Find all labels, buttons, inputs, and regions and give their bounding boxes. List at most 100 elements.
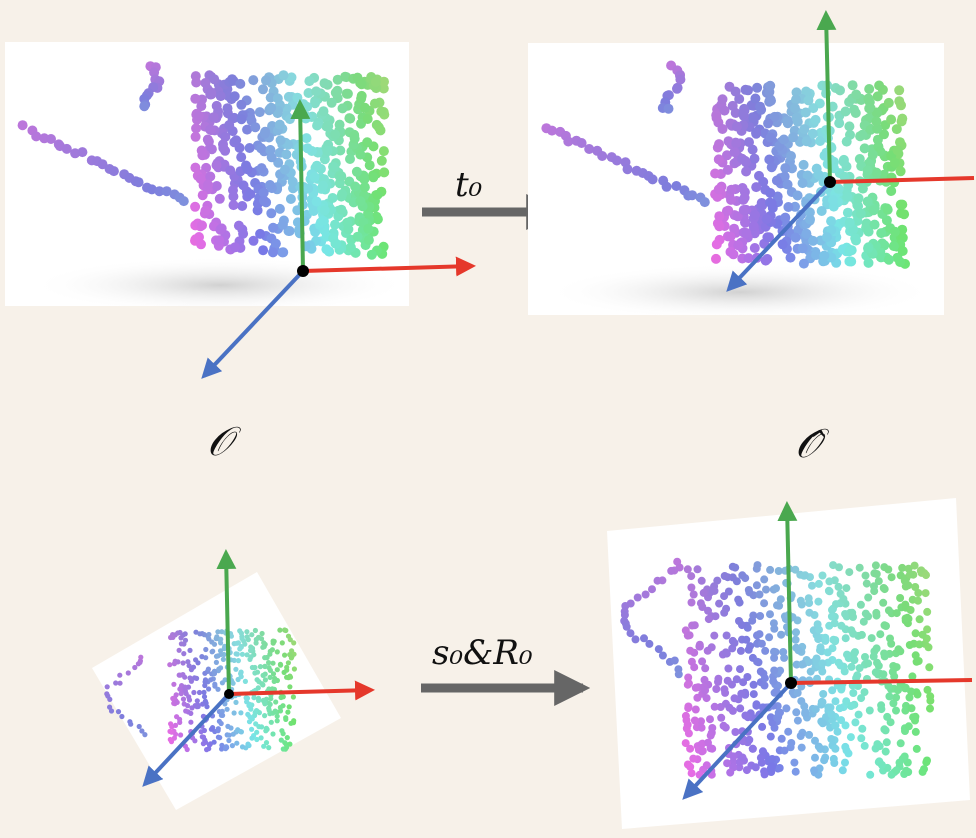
point bbox=[816, 646, 824, 655]
point bbox=[855, 208, 866, 219]
point bbox=[792, 708, 801, 717]
point bbox=[132, 664, 138, 671]
point bbox=[203, 179, 214, 190]
point bbox=[218, 712, 224, 718]
point bbox=[780, 746, 789, 755]
point bbox=[791, 767, 800, 776]
point bbox=[800, 571, 809, 580]
point bbox=[793, 716, 802, 725]
point bbox=[287, 684, 293, 690]
point bbox=[731, 138, 742, 149]
point bbox=[107, 696, 113, 703]
point bbox=[815, 136, 826, 146]
point bbox=[645, 639, 654, 648]
point bbox=[713, 154, 724, 165]
point bbox=[335, 145, 346, 156]
point bbox=[689, 590, 698, 599]
point bbox=[731, 563, 740, 572]
point bbox=[216, 666, 222, 672]
point bbox=[245, 711, 251, 718]
point bbox=[897, 246, 908, 256]
point bbox=[284, 114, 295, 125]
point bbox=[779, 171, 790, 182]
point bbox=[281, 149, 292, 160]
point bbox=[177, 672, 183, 678]
point bbox=[752, 564, 761, 573]
point bbox=[702, 761, 711, 770]
point bbox=[258, 735, 264, 741]
point bbox=[872, 91, 883, 102]
point bbox=[818, 571, 827, 580]
point bbox=[201, 689, 207, 696]
point bbox=[197, 220, 207, 231]
point bbox=[302, 101, 313, 112]
point bbox=[791, 94, 801, 105]
point bbox=[864, 659, 873, 668]
point bbox=[237, 201, 248, 211]
point bbox=[926, 704, 934, 713]
point bbox=[332, 74, 343, 85]
point bbox=[740, 217, 751, 228]
point bbox=[808, 103, 819, 114]
point bbox=[742, 766, 751, 775]
point bbox=[696, 599, 705, 608]
point bbox=[846, 256, 857, 267]
point bbox=[178, 691, 184, 697]
point bbox=[229, 91, 240, 102]
point bbox=[172, 722, 179, 729]
point bbox=[834, 582, 843, 591]
point bbox=[755, 630, 764, 639]
ground-shadow bbox=[545, 264, 935, 320]
point bbox=[720, 572, 729, 580]
point bbox=[790, 758, 799, 767]
point bbox=[753, 657, 762, 666]
point bbox=[168, 739, 175, 745]
point bbox=[707, 643, 716, 652]
point bbox=[770, 688, 779, 697]
point bbox=[911, 727, 920, 736]
point bbox=[857, 183, 868, 194]
point bbox=[274, 119, 285, 130]
point bbox=[837, 716, 846, 725]
point bbox=[766, 565, 775, 574]
point bbox=[775, 764, 784, 772]
point bbox=[272, 93, 283, 104]
point bbox=[857, 630, 866, 639]
point bbox=[231, 710, 237, 716]
point bbox=[285, 660, 291, 666]
point bbox=[842, 192, 853, 202]
point bbox=[323, 121, 334, 131]
point bbox=[687, 769, 696, 778]
point bbox=[791, 565, 800, 574]
point bbox=[859, 143, 870, 154]
point bbox=[895, 758, 904, 767]
point bbox=[667, 566, 676, 575]
point bbox=[862, 165, 873, 176]
point bbox=[777, 734, 786, 743]
point bbox=[699, 197, 710, 208]
point bbox=[263, 740, 270, 746]
point bbox=[267, 667, 273, 674]
point bbox=[359, 102, 370, 113]
point bbox=[214, 634, 220, 640]
point bbox=[839, 171, 850, 182]
point bbox=[766, 610, 774, 619]
point bbox=[798, 258, 809, 269]
point bbox=[897, 199, 908, 210]
point bbox=[174, 699, 180, 706]
point bbox=[826, 216, 837, 227]
point bbox=[725, 231, 736, 242]
point bbox=[749, 153, 760, 164]
point bbox=[926, 696, 935, 705]
point bbox=[359, 182, 370, 193]
point bbox=[784, 727, 793, 736]
point bbox=[823, 648, 832, 657]
point bbox=[690, 621, 699, 630]
point bbox=[202, 679, 208, 685]
point bbox=[239, 636, 245, 642]
point bbox=[213, 659, 219, 666]
point bbox=[845, 568, 854, 577]
point bbox=[872, 123, 883, 134]
point bbox=[238, 180, 249, 191]
point bbox=[352, 231, 363, 242]
